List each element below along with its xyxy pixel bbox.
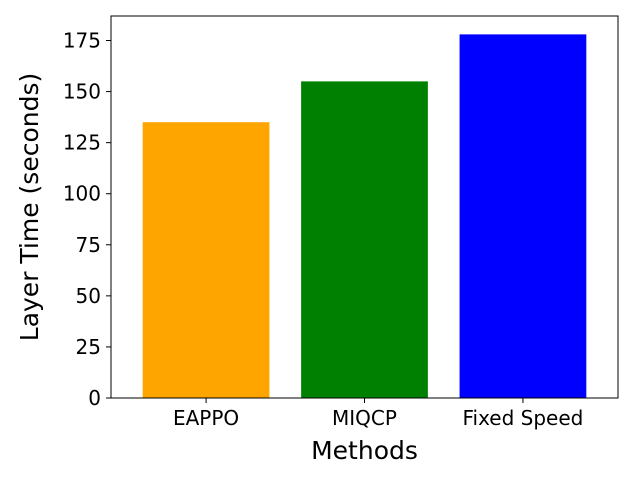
bar-eappo (142, 122, 270, 398)
x-tick-label: Fixed Speed (462, 406, 583, 430)
bars-group (142, 34, 587, 399)
y-tick-label: 175 (63, 29, 101, 53)
x-axis-ticks: EAPPO MIQCP Fixed Speed (173, 398, 583, 430)
y-axis-ticks: 0 25 50 75 100 125 150 175 (63, 29, 111, 410)
y-tick-label: 0 (88, 386, 101, 410)
x-axis-label: Methods (311, 436, 418, 465)
y-tick-label: 125 (63, 131, 101, 155)
x-tick-label: MIQCP (332, 406, 397, 430)
y-tick-label: 50 (76, 284, 101, 308)
bar-miqcp (301, 81, 428, 398)
bar-fixed-speed (459, 34, 587, 399)
y-tick-label: 25 (76, 335, 101, 359)
y-axis-label: Layer Time (seconds) (15, 73, 44, 341)
y-tick-label: 75 (76, 233, 101, 257)
y-tick-label: 150 (63, 80, 101, 104)
x-tick-label: EAPPO (173, 406, 239, 430)
y-tick-label: 100 (63, 182, 101, 206)
